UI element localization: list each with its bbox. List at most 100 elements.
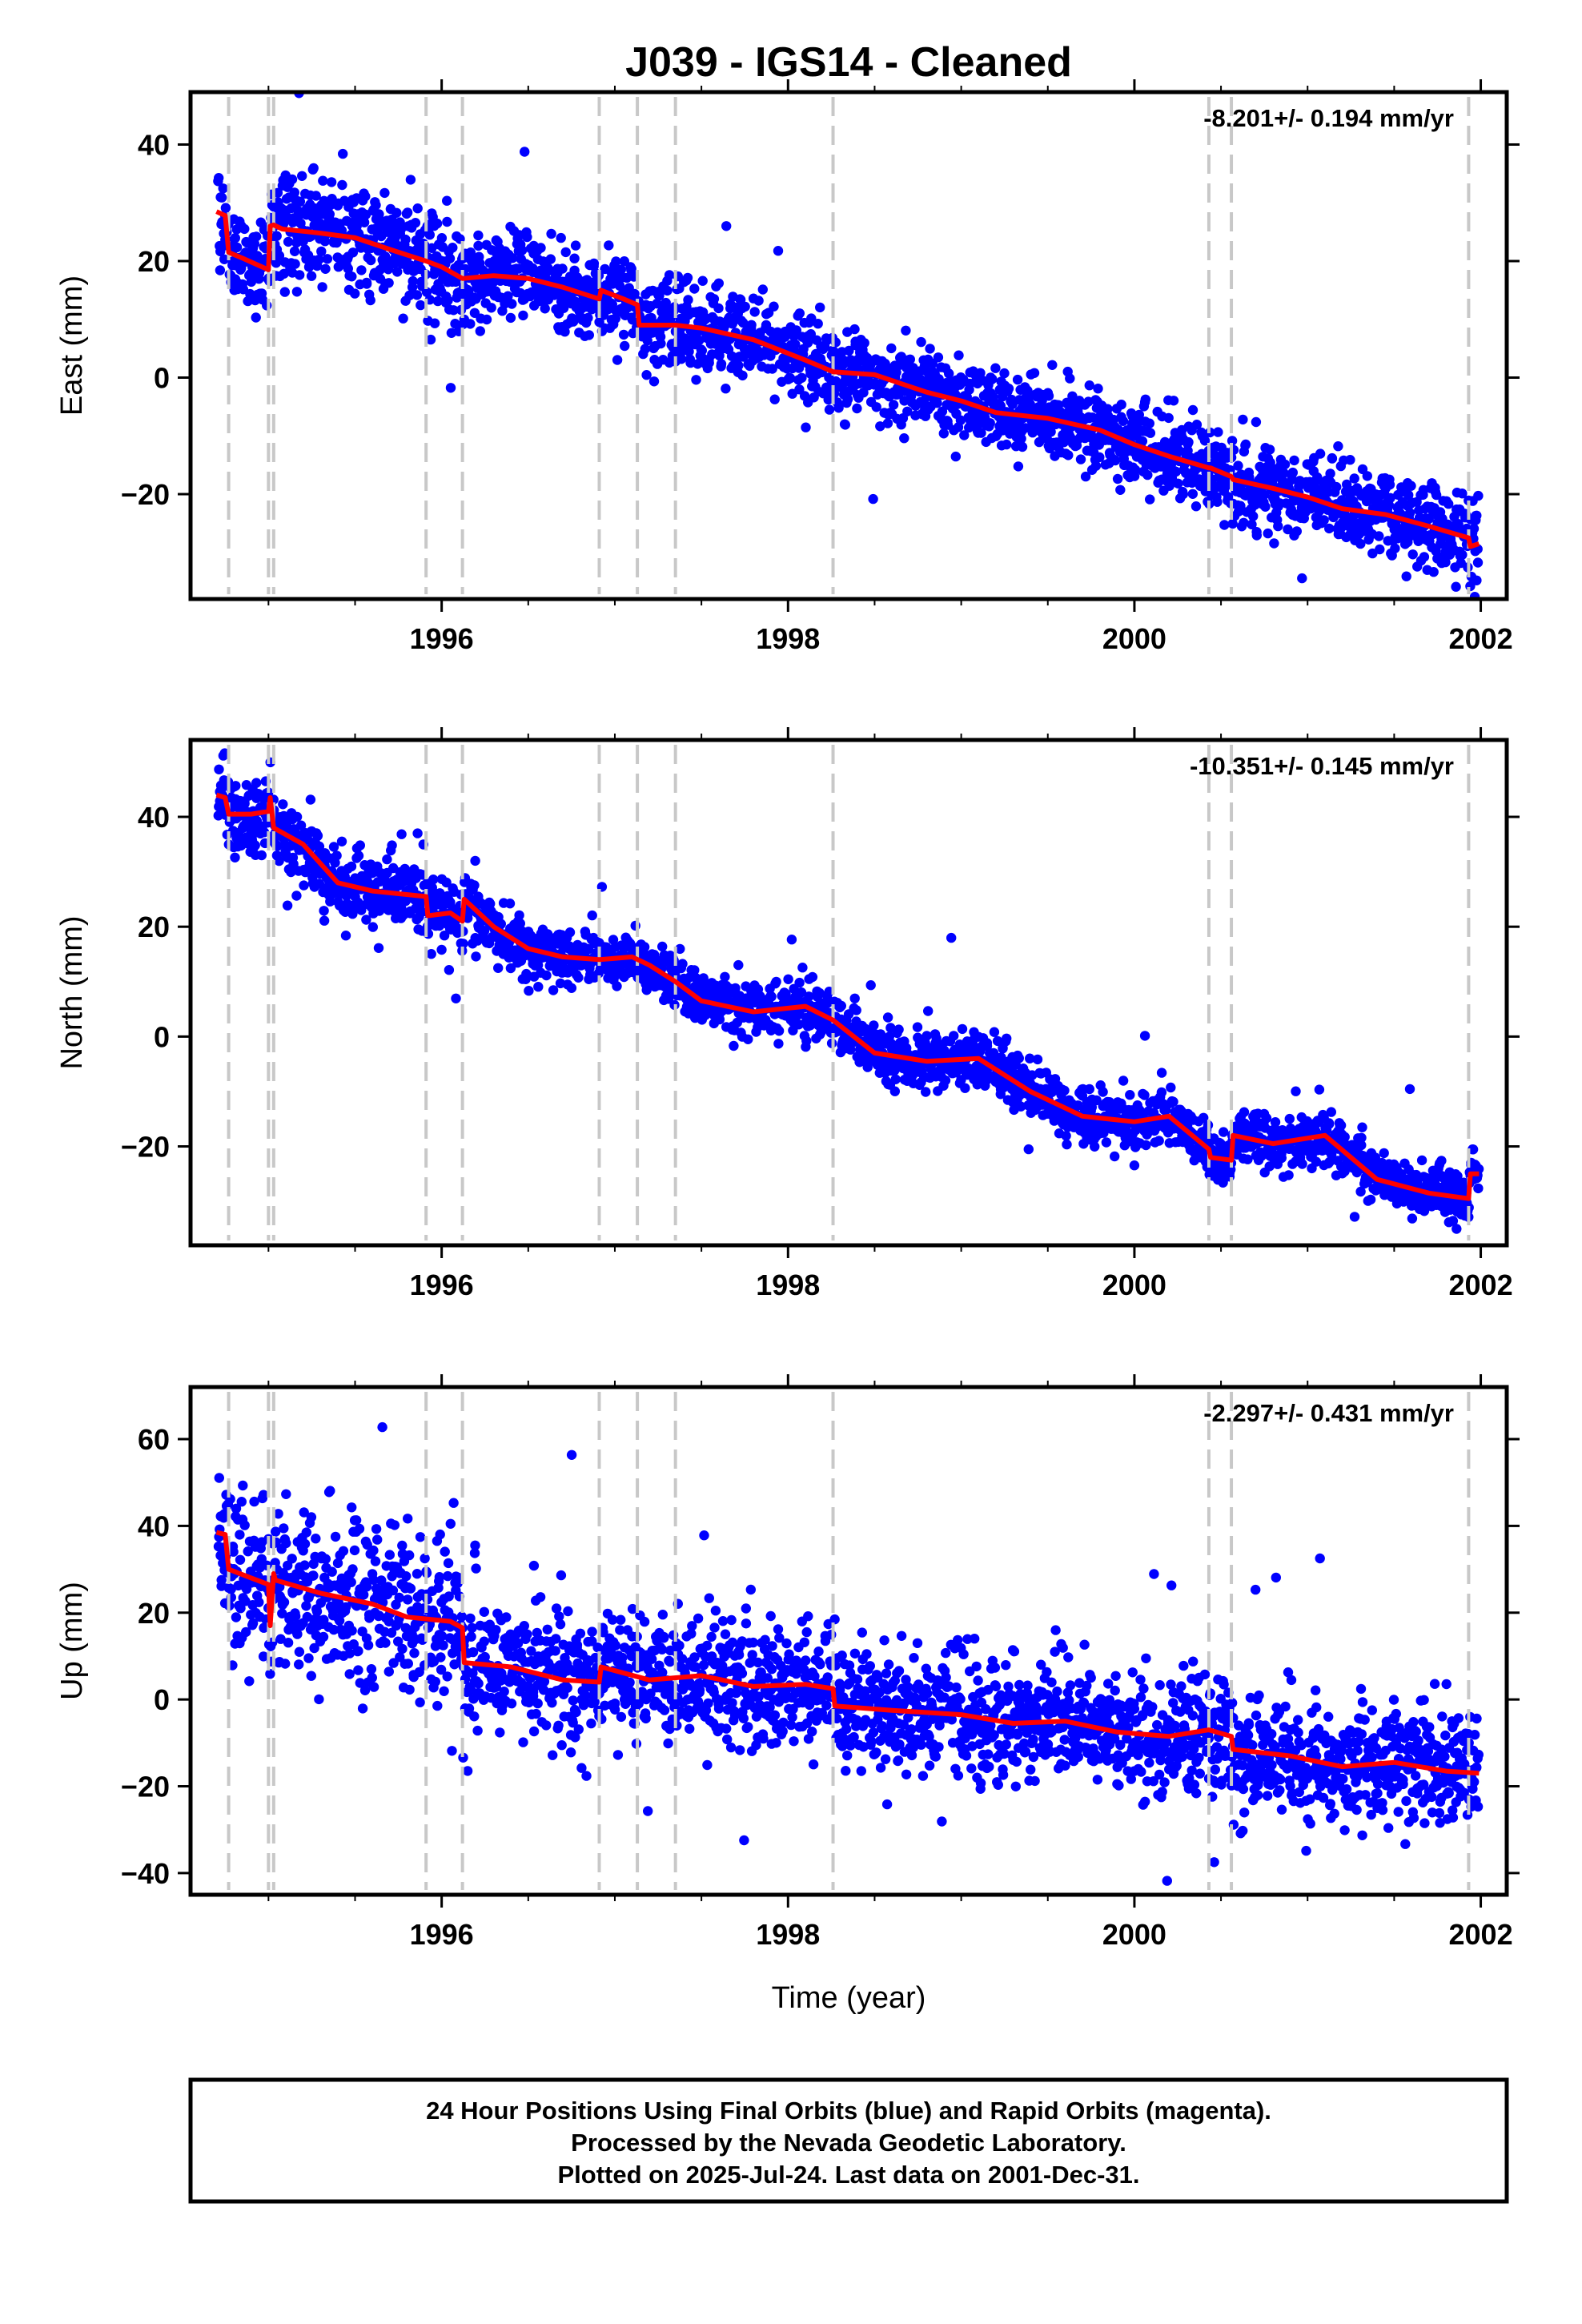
north-point <box>641 985 652 995</box>
east-point <box>737 370 748 381</box>
east-point <box>350 288 360 299</box>
north-point <box>361 915 371 925</box>
east-point <box>1331 481 1342 493</box>
east-point <box>289 187 299 198</box>
north-point <box>288 858 299 870</box>
east-point <box>324 209 335 219</box>
north-point <box>1199 1112 1209 1124</box>
east-point <box>1273 521 1283 532</box>
north-point <box>1379 1148 1389 1159</box>
north-point <box>1335 1120 1347 1131</box>
east-point <box>1265 457 1275 468</box>
north-point <box>282 900 293 911</box>
east-point <box>721 384 731 394</box>
east-point <box>1187 404 1199 416</box>
east-point <box>868 493 878 505</box>
east-point <box>999 368 1010 379</box>
north-point <box>336 836 347 847</box>
east-point <box>1349 473 1359 484</box>
north-point <box>689 965 700 975</box>
east-point <box>337 179 347 191</box>
east-point <box>1468 523 1480 534</box>
east-point <box>1406 480 1416 491</box>
north-point <box>783 974 793 985</box>
east-point <box>326 177 337 187</box>
north-point <box>1264 1161 1275 1172</box>
east-point <box>473 240 484 251</box>
east-point <box>1404 508 1415 518</box>
east-point <box>612 355 623 365</box>
north-point <box>612 981 622 991</box>
north-point <box>1355 1186 1366 1197</box>
north-point <box>1101 1137 1112 1148</box>
east-point <box>421 287 432 297</box>
east-point <box>230 233 240 243</box>
east-point <box>1003 384 1014 394</box>
east-point <box>1170 466 1182 477</box>
east-point <box>975 368 986 378</box>
north-point <box>479 926 490 936</box>
east-point <box>664 270 675 280</box>
east-point <box>1374 531 1384 541</box>
east-point <box>314 255 324 265</box>
east-point <box>1130 464 1141 475</box>
east-point <box>588 258 600 269</box>
east-point <box>306 271 317 281</box>
east-point <box>886 343 897 354</box>
east-point <box>1063 450 1074 460</box>
north-point <box>548 985 559 995</box>
north-point <box>532 960 544 971</box>
north-point <box>1090 1141 1100 1152</box>
north-point <box>331 850 342 861</box>
north-point <box>496 919 506 929</box>
east-point <box>361 279 372 289</box>
north-point <box>921 1031 932 1041</box>
east-point <box>1227 518 1238 529</box>
east-point <box>691 375 701 385</box>
east-point <box>379 187 390 199</box>
east-point <box>1251 530 1263 541</box>
north-point <box>1118 1076 1129 1086</box>
east-point <box>665 313 676 324</box>
east-point <box>1239 517 1249 528</box>
north-point <box>1168 1096 1178 1107</box>
north-point <box>573 972 584 983</box>
east-point <box>1472 575 1482 585</box>
east-point <box>842 394 853 404</box>
east-point <box>1384 480 1395 490</box>
east-point <box>1133 417 1143 428</box>
north-point <box>1141 1140 1151 1151</box>
east-point <box>749 307 760 317</box>
north-point <box>1032 1054 1043 1065</box>
east-point <box>785 373 796 384</box>
east-point <box>287 174 298 185</box>
north-point <box>505 963 516 974</box>
east-point <box>654 291 665 301</box>
east-point <box>465 319 476 329</box>
east-point <box>279 287 290 297</box>
east-point <box>1244 472 1255 483</box>
east-point <box>604 240 614 251</box>
east-point <box>1080 471 1091 482</box>
east-point <box>1183 436 1194 448</box>
east-point <box>1248 511 1259 521</box>
east-y-tick-label: −20 <box>121 478 170 511</box>
east-point <box>746 320 757 330</box>
east-point <box>1385 493 1395 503</box>
north-point <box>797 963 808 973</box>
east-point <box>444 253 456 263</box>
north-point <box>485 899 496 909</box>
east-point <box>1342 479 1352 490</box>
east-point <box>1238 414 1248 425</box>
north-point <box>949 1031 959 1041</box>
north-point <box>1110 1151 1120 1162</box>
east-point <box>641 370 652 380</box>
east-point <box>704 357 714 368</box>
east-frame <box>188 90 1509 601</box>
north-point <box>1270 1117 1281 1128</box>
east-point <box>1187 489 1199 499</box>
east-point <box>875 421 885 432</box>
east-point <box>694 335 705 346</box>
east-y-axis-label: East (mm) <box>55 275 89 416</box>
east-point <box>1283 524 1293 535</box>
